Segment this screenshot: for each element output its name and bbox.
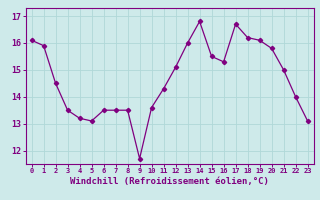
X-axis label: Windchill (Refroidissement éolien,°C): Windchill (Refroidissement éolien,°C) bbox=[70, 177, 269, 186]
